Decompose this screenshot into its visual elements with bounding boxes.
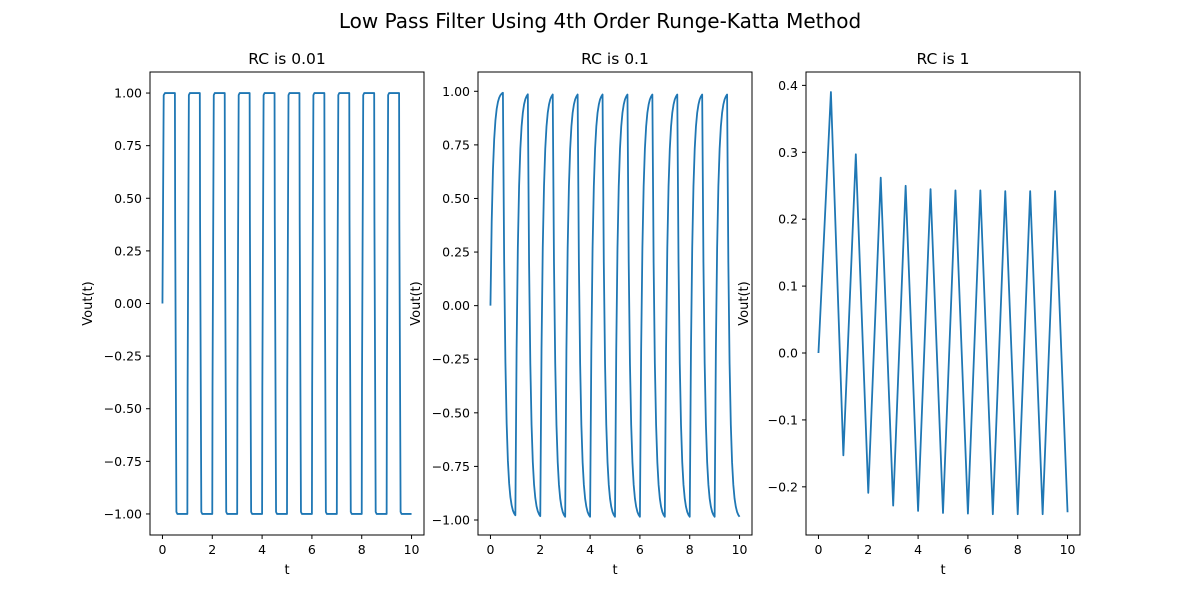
y-tick-label: −0.50 [432, 405, 470, 420]
y-tick-label: 0.3 [778, 145, 798, 160]
y-tick-label: 0.50 [114, 191, 142, 206]
x-tick-label: 2 [536, 542, 544, 557]
x-tick-label: 0 [486, 542, 494, 557]
y-tick-label: 0.50 [442, 191, 470, 206]
x-axis-label: t [284, 563, 289, 578]
subplot-3: RC is 1 0 2 4 6 8 10 −0.2 −0.1 0.0 0.1 0.2 0.3 0.4 t Vo… [737, 50, 1081, 578]
x-tick-label: 10 [404, 542, 420, 557]
y-tick-label: −0.25 [104, 349, 142, 364]
figure-title: Low Pass Filter Using 4th Order Runge-Ka… [339, 9, 861, 33]
x-tick-label: 8 [686, 542, 694, 557]
x-tick-label: 0 [158, 542, 166, 557]
x-tick-label: 6 [964, 542, 972, 557]
axes-frame [477, 71, 753, 536]
y-tick-label: −1.00 [432, 512, 470, 527]
y-tick-label: 0.25 [114, 243, 142, 258]
x-tick-label: 10 [1060, 542, 1076, 557]
x-tick-label: 10 [732, 542, 748, 557]
axes-frame [805, 71, 1081, 536]
subplot-title: RC is 0.1 [581, 50, 649, 68]
series-line-1 [817, 91, 1069, 516]
y-tick-label: 0.00 [114, 296, 142, 311]
x-tick-label: 6 [636, 542, 644, 557]
y-tick-label: −0.50 [104, 401, 142, 416]
y-tick-label: −1.00 [104, 506, 142, 521]
y-tick-label: 0.75 [114, 138, 142, 153]
subplot-2: RC is 0.1 0 2 4 6 8 10 −1.00 −0.75 −0.50 −0.25 0.00… [409, 50, 753, 578]
x-axis-label: t [612, 563, 617, 578]
series-line-1 [161, 92, 412, 515]
y-tick-label: 0.75 [442, 137, 470, 152]
x-tick-label: 2 [864, 542, 872, 557]
y-tick-label: −0.2 [768, 479, 798, 494]
y-tick-label: −0.25 [432, 352, 470, 367]
x-tick-label: 6 [308, 542, 316, 557]
y-tick-label: 0.00 [442, 298, 470, 313]
y-tick-label: 0.2 [778, 212, 798, 227]
y-tick-label: 1.00 [442, 84, 470, 99]
subplot-title: RC is 0.01 [248, 50, 326, 68]
y-tick-label: −0.75 [432, 459, 470, 474]
y-tick-label: 0.0 [778, 346, 798, 361]
y-tick-label: 1.00 [114, 86, 142, 101]
subplot-title: RC is 1 [917, 50, 970, 68]
series-line-1 [489, 91, 741, 518]
x-tick-label: 8 [1014, 542, 1022, 557]
x-axis-label: t [940, 563, 945, 578]
x-tick-label: 4 [258, 542, 266, 557]
y-tick-label: 0.25 [442, 245, 470, 260]
y-axis-label: Vout(t) [737, 281, 752, 325]
x-tick-label: 4 [914, 542, 922, 557]
x-tick-label: 8 [358, 542, 366, 557]
y-tick-label: −0.75 [104, 454, 142, 469]
y-tick-label: 0.1 [778, 279, 798, 294]
y-axis-label: Vout(t) [81, 281, 96, 325]
x-tick-label: 4 [586, 542, 594, 557]
y-tick-label: −0.1 [768, 412, 798, 427]
y-axis-label: Vout(t) [409, 281, 424, 325]
subplot-1: RC is 0.01 0 2 4 6 8 10 −1.00 −0.75 −0.50 −0.25 0.0… [81, 50, 425, 578]
x-tick-label: 2 [208, 542, 216, 557]
y-tick-label: 0.4 [778, 78, 798, 93]
x-tick-label: 0 [814, 542, 822, 557]
